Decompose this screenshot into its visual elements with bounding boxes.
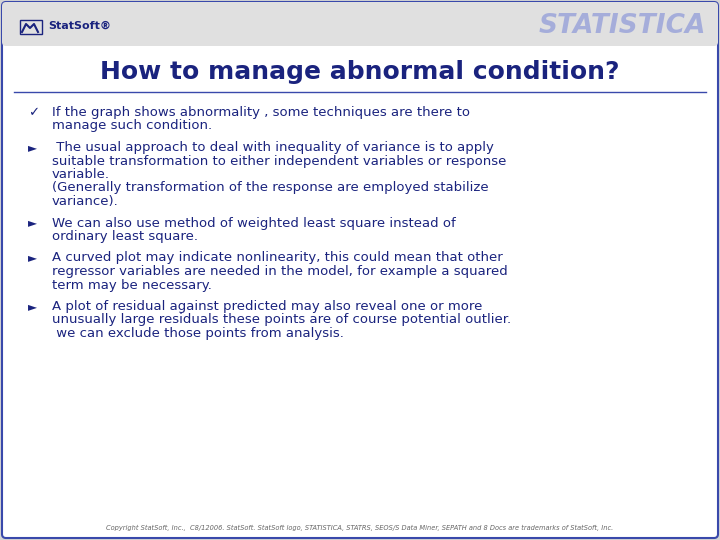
- Text: If the graph shows abnormality , some techniques are there to: If the graph shows abnormality , some te…: [52, 106, 470, 119]
- Text: variable.: variable.: [52, 168, 110, 181]
- Text: ✓: ✓: [28, 106, 39, 119]
- Text: The usual approach to deal with inequality of variance is to apply: The usual approach to deal with inequali…: [52, 141, 494, 154]
- Text: ordinary least square.: ordinary least square.: [52, 230, 198, 243]
- FancyBboxPatch shape: [2, 2, 718, 46]
- Bar: [6, 6, 714, 42]
- Text: We can also use method of weighted least square instead of: We can also use method of weighted least…: [52, 217, 456, 230]
- Text: suitable transformation to either independent variables or response: suitable transformation to either indepe…: [52, 154, 506, 167]
- Text: unusually large residuals these points are of course potential outlier.: unusually large residuals these points a…: [52, 314, 511, 327]
- Text: (Generally transformation of the response are employed stabilize: (Generally transformation of the respons…: [52, 181, 489, 194]
- Text: term may be necessary.: term may be necessary.: [52, 279, 212, 292]
- Text: ►: ►: [28, 252, 37, 265]
- Text: regressor variables are needed in the model, for example a squared: regressor variables are needed in the mo…: [52, 265, 508, 278]
- Text: How to manage abnormal condition?: How to manage abnormal condition?: [100, 60, 620, 84]
- Text: manage such condition.: manage such condition.: [52, 119, 212, 132]
- Text: ►: ►: [28, 141, 37, 154]
- Text: variance).: variance).: [52, 195, 119, 208]
- Bar: [20, 20, 42, 34]
- Text: ►: ►: [28, 217, 37, 230]
- Text: ►: ►: [28, 300, 37, 313]
- Text: we can exclude those points from analysis.: we can exclude those points from analysi…: [52, 327, 344, 340]
- Text: A curved plot may indicate nonlinearity, this could mean that other: A curved plot may indicate nonlinearity,…: [52, 252, 503, 265]
- Text: A plot of residual against predicted may also reveal one or more: A plot of residual against predicted may…: [52, 300, 482, 313]
- Text: Copyright StatSoft, Inc.,  C8/12006. StatSoft. StatSoft logo, STATISTICA, STATRS: Copyright StatSoft, Inc., C8/12006. Stat…: [107, 525, 613, 531]
- Text: STATISTICA: STATISTICA: [539, 13, 706, 39]
- Text: StatSoft®: StatSoft®: [48, 21, 111, 31]
